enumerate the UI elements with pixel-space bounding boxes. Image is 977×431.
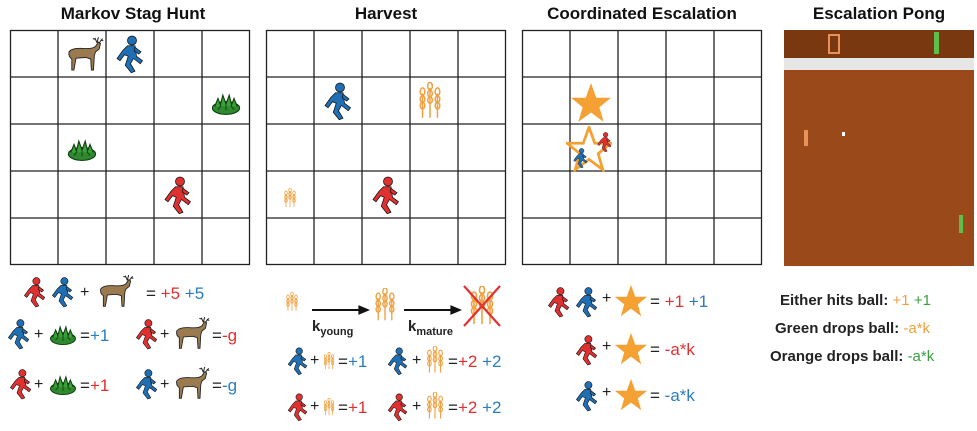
plus-sign: + (160, 326, 170, 343)
title-coordinated-escalation: Coordinated Escalation (547, 4, 737, 23)
blue-runner-icon (322, 82, 352, 120)
mature-wheat-icon (424, 346, 446, 374)
plant-icon (48, 324, 78, 346)
pong-top-band (784, 58, 974, 70)
star-icon (614, 378, 648, 412)
blue-stag-reward: =-g (212, 376, 238, 395)
pong-either-hits: Either hits ball: +1 +1 (780, 292, 931, 309)
k-mature-label: kmature (408, 318, 454, 338)
escalation-grid-panel (521, 29, 763, 266)
plus-sign: + (34, 376, 44, 393)
harvest-grid (265, 29, 507, 266)
blue-star-reward: = -a*k (650, 386, 695, 405)
green-paddle (959, 215, 963, 233)
blue-runner-icon (574, 286, 598, 318)
plus-sign: + (34, 326, 44, 343)
pong-green-drops: Green drops ball: -a*k (775, 320, 931, 337)
stag-hunt-grid (9, 29, 251, 266)
blue-young-reward: =+1 (338, 352, 368, 371)
pong-top-area (784, 30, 974, 58)
blue-runner-icon (50, 276, 74, 308)
deer-icon (170, 366, 210, 400)
blue-runner-icon (574, 380, 598, 412)
pong-orange-drops: Orange drops ball: -a*k (770, 348, 935, 365)
plus-sign: + (602, 290, 612, 307)
plus-sign: + (602, 338, 612, 355)
plus-sign: + (310, 398, 320, 415)
young-wheat-icon (322, 398, 336, 416)
plant-icon (48, 374, 78, 396)
plant-icon (210, 92, 242, 116)
title-harvest: Harvest (354, 4, 418, 23)
blue-runner-icon (386, 346, 408, 376)
blue-runner-icon (134, 368, 158, 400)
star-icon (614, 284, 648, 318)
plus-sign: + (310, 352, 320, 369)
red-runner-icon (370, 176, 400, 214)
deer-icon (62, 36, 104, 72)
plant-icon (66, 138, 98, 162)
young-wheat-icon (284, 292, 300, 312)
deer-icon (170, 316, 210, 350)
pong-score-green (934, 32, 939, 54)
red-runner-icon (596, 132, 612, 152)
red-runner-icon (22, 276, 46, 308)
blue-runner-icon (286, 346, 308, 376)
escalation-grid (521, 29, 763, 266)
red-runner-icon (386, 392, 408, 422)
red-stag-reward: =-g (212, 326, 238, 345)
mature-wheat-icon (424, 392, 446, 420)
arrow-icon (312, 305, 370, 315)
deer-icon (94, 274, 134, 308)
plus-sign: + (80, 284, 90, 301)
red-runner-icon (162, 176, 192, 214)
red-runner-icon (546, 286, 570, 318)
young-wheat-icon (282, 188, 298, 208)
blue-plant-reward: =+1 (80, 326, 110, 345)
red-runner-icon (286, 392, 308, 422)
blue-runner-icon (6, 318, 30, 350)
dead-wheat-icon (463, 285, 501, 327)
red-runner-icon (8, 368, 32, 400)
red-runner-icon (574, 334, 598, 366)
blue-runner-icon (114, 35, 144, 73)
pong-field (784, 70, 974, 266)
stag-hunt-grid-panel (9, 29, 251, 266)
red-runner-icon (134, 318, 158, 350)
red-star-reward: = -a*k (650, 340, 695, 359)
plus-sign: + (412, 398, 422, 415)
star-icon (570, 82, 612, 124)
star-icon (614, 332, 648, 366)
stag-reward: = +5 +5 (146, 284, 205, 303)
plus-sign: + (412, 352, 422, 369)
blue-runner-icon (572, 148, 588, 168)
mature-wheat-icon (372, 288, 398, 322)
orange-paddle (804, 130, 808, 146)
pong-ball (842, 132, 845, 136)
red-plant-reward: =+1 (80, 376, 110, 395)
red-young-reward: =+1 (338, 398, 368, 417)
both-star-reward: = +1 +1 (650, 292, 709, 311)
pong-game-screen (784, 30, 974, 266)
k-young-label: kyoung (312, 318, 354, 338)
plus-sign: + (602, 384, 612, 401)
young-wheat-icon (322, 352, 336, 370)
mature-wheat-icon (416, 82, 444, 120)
title-stag-hunt: Markov Stag Hunt (60, 4, 206, 23)
title-escalation-pong: Escalation Pong (812, 4, 946, 23)
pong-score-orange (828, 34, 840, 54)
plus-sign: + (160, 376, 170, 393)
blue-mature-reward: =+2 +2 (448, 352, 502, 371)
harvest-grid-panel (265, 29, 507, 266)
red-mature-reward: =+2 +2 (448, 398, 502, 417)
arrow-icon (404, 305, 462, 315)
